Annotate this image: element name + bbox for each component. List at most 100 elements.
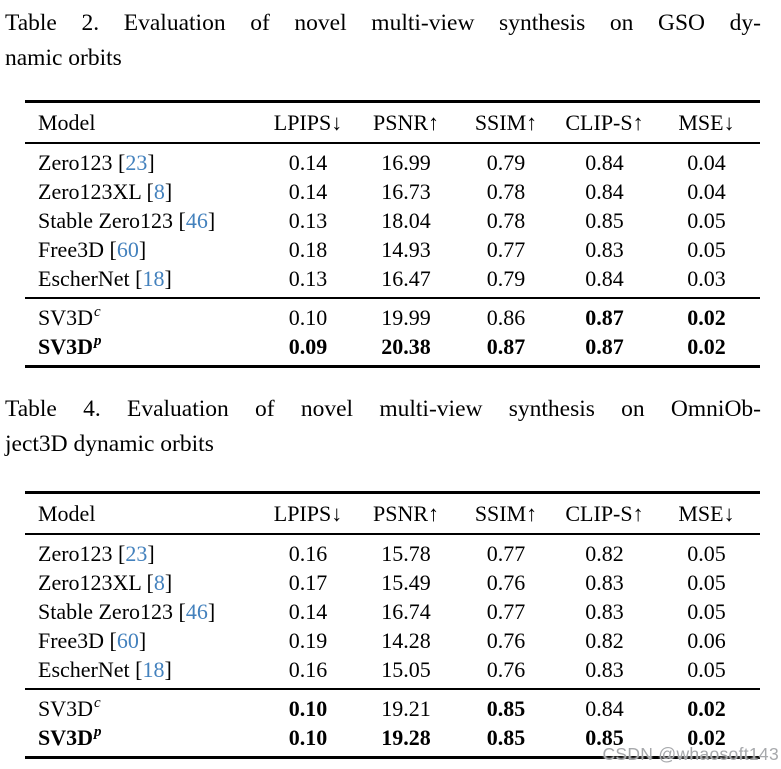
col-header-model: Model: [25, 492, 260, 535]
col-header-lpips: LPIPS↓: [260, 101, 356, 144]
table-row: Zero123 [23] 0.14 16.99 0.79 0.84 0.04: [25, 143, 760, 178]
table-row: Zero123 [23] 0.16 15.78 0.77 0.82 0.05: [25, 534, 760, 569]
value-cell: 16.74: [381, 599, 431, 624]
table-row: Stable Zero123 [46] 0.14 16.74 0.77 0.83 0.05: [25, 598, 760, 627]
col-header-clips: CLIP-S↑: [556, 101, 653, 144]
value-cell: 0.76: [486, 570, 526, 595]
model-cell: Stable Zero123 [46]: [38, 599, 216, 624]
table-row: SV3Dp 0.10 19.28 0.85 0.85 0.02: [25, 724, 760, 758]
value-cell: 0.84: [585, 150, 624, 175]
value-cell: 0.78: [486, 208, 526, 233]
model-cell: Stable Zero123 [46]: [38, 208, 216, 233]
table4-caption: Table 4. Evaluation of novel multi-view …: [5, 392, 761, 462]
value-cell: 0.02: [687, 725, 726, 750]
value-cell: 0.14: [288, 150, 328, 175]
value-cell: 0.05: [687, 657, 726, 682]
value-cell: 0.84: [585, 266, 624, 291]
citation-link[interactable]: 23: [125, 541, 148, 566]
table-row: EscherNet [18] 0.16 15.05 0.76 0.83 0.05: [25, 656, 760, 690]
value-cell: 0.77: [486, 541, 526, 566]
value-cell: 0.87: [585, 334, 624, 359]
col-header-ssim: SSIM↑: [456, 492, 556, 535]
citation-link[interactable]: 46: [185, 208, 208, 233]
value-cell: 0.02: [687, 696, 726, 721]
value-cell: 0.85: [585, 725, 624, 750]
table-row: Free3D [60] 0.18 14.93 0.77 0.83 0.05: [25, 236, 760, 265]
col-header-lpips: LPIPS↓: [260, 492, 356, 535]
col-header-model: Model: [25, 101, 260, 144]
value-cell: 0.02: [687, 305, 726, 330]
citation-link[interactable]: 18: [142, 266, 165, 291]
value-cell: 0.10: [288, 305, 328, 330]
value-cell: 0.86: [486, 305, 526, 330]
table-row: SV3Dp 0.09 20.38 0.87 0.87 0.02: [25, 333, 760, 367]
value-cell: 0.09: [288, 334, 328, 359]
value-cell: 0.84: [585, 179, 624, 204]
table2-caption: Table 2. Evaluation of novel multi-view …: [5, 6, 761, 76]
caption-line-2: ject3D dynamic orbits: [5, 431, 214, 457]
value-cell: 0.05: [687, 208, 726, 233]
value-cell: 0.04: [687, 150, 726, 175]
baseline-rows-group: Zero123 [23] 0.16 15.78 0.77 0.82 0.05 Zero123…: [25, 534, 760, 689]
model-cell: Zero123XL [8]: [38, 570, 173, 595]
value-cell: 16.99: [381, 150, 431, 175]
value-cell: 0.82: [585, 541, 624, 566]
caption-line-1: Table 4. Evaluation of novel multi-view …: [5, 396, 761, 422]
citation-link[interactable]: 8: [153, 179, 165, 204]
value-cell: 19.28: [381, 725, 431, 750]
col-header-clips: CLIP-S↑: [556, 492, 653, 535]
table-omniobject3d-results: Model LPIPS↓ PSNR↑ SSIM↑ CLIP-S↑ MSE↓ Ze…: [25, 491, 760, 759]
citation-link[interactable]: 8: [153, 570, 165, 595]
col-header-mse: MSE↓: [653, 492, 760, 535]
citation-link[interactable]: 23: [125, 150, 148, 175]
model-cell: SV3Dc: [38, 303, 101, 330]
value-cell: 0.82: [585, 628, 624, 653]
caption-line-1: Table 2. Evaluation of novel multi-view …: [5, 10, 761, 36]
value-cell: 0.83: [585, 657, 624, 682]
model-cell: Zero123 [23]: [38, 150, 155, 175]
value-cell: 0.05: [687, 541, 726, 566]
value-cell: 15.78: [381, 541, 431, 566]
value-cell: 14.93: [381, 237, 431, 262]
value-cell: 0.14: [288, 179, 328, 204]
baseline-rows-group: Zero123 [23] 0.14 16.99 0.79 0.84 0.04 Zero123…: [25, 143, 760, 298]
value-cell: 16.47: [381, 266, 431, 291]
value-cell: 0.83: [585, 237, 624, 262]
value-cell: 19.21: [381, 696, 431, 721]
value-cell: 14.28: [381, 628, 431, 653]
value-cell: 15.05: [381, 657, 431, 682]
citation-link[interactable]: 18: [142, 657, 165, 682]
value-cell: 0.77: [486, 237, 526, 262]
value-cell: 0.85: [486, 696, 526, 721]
value-cell: 0.16: [288, 541, 328, 566]
citation-link[interactable]: 60: [116, 237, 139, 262]
model-cell: Zero123XL [8]: [38, 179, 173, 204]
value-cell: 0.76: [486, 657, 526, 682]
value-cell: 0.76: [486, 628, 526, 653]
value-cell: 0.87: [585, 305, 624, 330]
value-cell: 0.85: [585, 208, 624, 233]
value-cell: 20.38: [381, 334, 431, 359]
value-cell: 0.02: [687, 334, 726, 359]
value-cell: 0.17: [288, 570, 328, 595]
col-header-psnr: PSNR↑: [356, 101, 456, 144]
value-cell: 0.19: [288, 628, 328, 653]
table-row: Zero123XL [8] 0.17 15.49 0.76 0.83 0.05: [25, 569, 760, 598]
value-cell: 19.99: [381, 305, 431, 330]
value-cell: 0.05: [687, 237, 726, 262]
value-cell: 15.49: [381, 570, 431, 595]
ours-rows-group: SV3Dc 0.10 19.99 0.86 0.87 0.02 SV3Dp 0.09 20.38…: [25, 298, 760, 367]
ours-rows-group: SV3Dc 0.10 19.21 0.85 0.84 0.02 SV3Dp 0.10 19.28…: [25, 689, 760, 758]
citation-link[interactable]: 60: [116, 628, 139, 653]
model-cell: Free3D [60]: [38, 237, 147, 262]
value-cell: 0.84: [585, 696, 624, 721]
model-cell: EscherNet [18]: [38, 657, 172, 682]
value-cell: 0.87: [486, 334, 526, 359]
value-cell: 16.73: [381, 179, 431, 204]
value-cell: 0.78: [486, 179, 526, 204]
value-cell: 0.13: [288, 208, 328, 233]
citation-link[interactable]: 46: [185, 599, 208, 624]
value-cell: 0.05: [687, 570, 726, 595]
value-cell: 0.13: [288, 266, 328, 291]
model-superscript: p: [94, 332, 102, 349]
